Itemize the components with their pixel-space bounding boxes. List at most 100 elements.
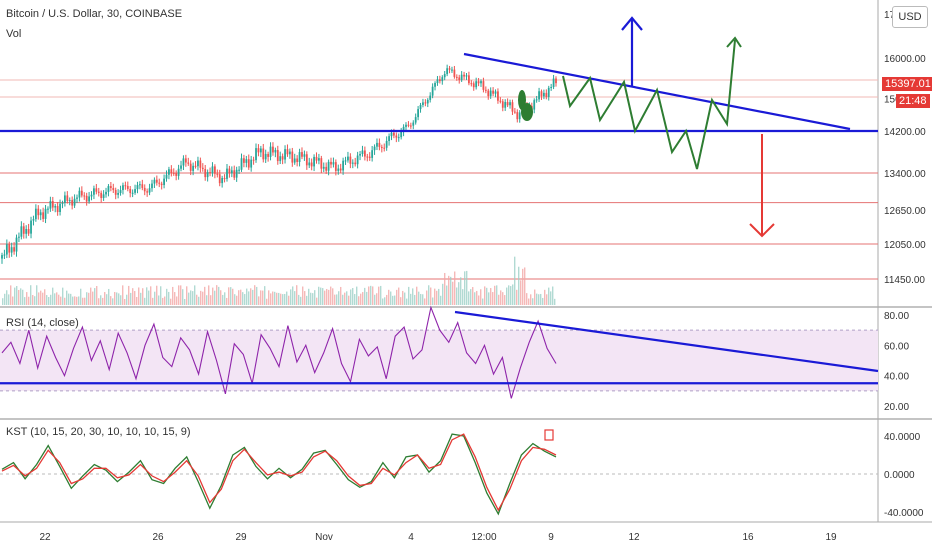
candle-body xyxy=(255,148,257,161)
volume-bar xyxy=(548,287,550,305)
candle-body xyxy=(15,237,18,252)
volume-bar xyxy=(114,292,116,305)
volume-bar xyxy=(448,275,450,305)
volume-bar xyxy=(534,289,536,305)
volume-bar xyxy=(196,294,198,305)
candle-body xyxy=(342,160,345,171)
volume-bar xyxy=(182,289,184,305)
volume-bar xyxy=(540,293,542,305)
volume-bar xyxy=(146,287,148,305)
volume-bar xyxy=(300,296,302,305)
volume-bar xyxy=(466,270,468,305)
candle-body xyxy=(538,91,540,100)
volume-bar xyxy=(190,290,192,305)
candle-body xyxy=(88,196,90,202)
volume-bar xyxy=(378,286,380,305)
volume-bar xyxy=(180,285,182,305)
volume-bar xyxy=(80,288,82,305)
volume-bar xyxy=(484,286,486,305)
candle-body xyxy=(405,124,407,127)
candle-body xyxy=(44,208,47,219)
candle-body xyxy=(347,156,349,161)
candle-body xyxy=(189,163,192,171)
candle-body xyxy=(472,83,475,88)
candle-body xyxy=(20,226,23,237)
time-tick-label: 19 xyxy=(825,532,837,543)
candle-body xyxy=(385,140,388,148)
currency-button[interactable]: USD xyxy=(892,6,928,28)
volume-bar xyxy=(14,287,16,305)
candle-body xyxy=(446,68,449,75)
volume-bar xyxy=(186,286,188,305)
volume-bar xyxy=(32,295,34,305)
volume-bar xyxy=(510,286,512,305)
candle-body xyxy=(59,203,61,213)
candle-body xyxy=(482,81,485,90)
candle-body xyxy=(100,192,103,198)
candle-body xyxy=(480,81,482,84)
countdown-tag: 21:48 xyxy=(896,94,930,108)
volume-bar xyxy=(388,289,390,305)
volume-bar xyxy=(318,286,320,305)
volume-bar xyxy=(476,290,478,305)
volume-bar xyxy=(140,292,142,305)
candle-body xyxy=(262,148,265,160)
candle-body xyxy=(201,167,204,169)
candle-body xyxy=(49,200,52,209)
volume-bar xyxy=(456,287,458,305)
candle-body xyxy=(42,212,45,219)
volume-bar xyxy=(94,288,96,305)
volume-bar xyxy=(542,297,544,305)
volume-bar xyxy=(348,295,350,305)
volume-bar xyxy=(188,292,190,305)
candle-body xyxy=(204,168,207,178)
volume-bar xyxy=(8,294,10,305)
volume-bar xyxy=(50,294,52,305)
volume-bar xyxy=(362,292,364,305)
candle-body xyxy=(230,170,233,174)
candle-body xyxy=(334,162,337,171)
volume-bar xyxy=(278,292,280,305)
candle-body xyxy=(90,194,93,197)
volume-bar xyxy=(346,291,348,305)
candle-body xyxy=(194,165,197,167)
candle-body xyxy=(303,154,306,157)
candle-body xyxy=(182,158,185,166)
candle-body xyxy=(238,169,240,171)
volume-bar xyxy=(4,293,6,305)
volume-bar xyxy=(56,292,58,305)
volume-bar xyxy=(42,292,44,305)
volume-bar xyxy=(438,288,440,305)
candle-body xyxy=(151,183,153,189)
volume-bar xyxy=(552,286,554,305)
candle-body xyxy=(293,158,296,163)
candle-body xyxy=(105,191,107,195)
volume-bar xyxy=(214,290,216,305)
kst-title: KST (10, 15, 20, 30, 10, 10, 10, 15, 9) xyxy=(6,426,191,438)
volume-bar xyxy=(330,286,332,305)
candle-body xyxy=(533,100,536,110)
candle-body xyxy=(102,194,105,198)
candle-body xyxy=(136,185,139,190)
volume-bar xyxy=(68,293,70,305)
candle-body xyxy=(453,69,456,77)
volume-bar xyxy=(496,285,498,305)
volume-bar xyxy=(504,295,506,305)
volume-bar xyxy=(52,287,54,305)
candle-body xyxy=(545,92,548,97)
volume-bar xyxy=(168,291,170,305)
candle-body xyxy=(83,195,86,197)
candle-body xyxy=(211,166,214,174)
candle-body xyxy=(322,166,325,169)
volume-bar xyxy=(498,294,500,305)
volume-bar xyxy=(294,291,296,305)
volume-bar xyxy=(392,295,394,305)
volume-bar xyxy=(436,290,438,305)
volume-bar xyxy=(508,285,510,305)
time-tick-label: 9 xyxy=(548,532,554,543)
candle-body xyxy=(95,188,98,192)
volume-bar xyxy=(414,294,416,305)
volume-bar xyxy=(430,287,432,305)
candle-body xyxy=(511,102,514,112)
candle-body xyxy=(131,192,134,194)
